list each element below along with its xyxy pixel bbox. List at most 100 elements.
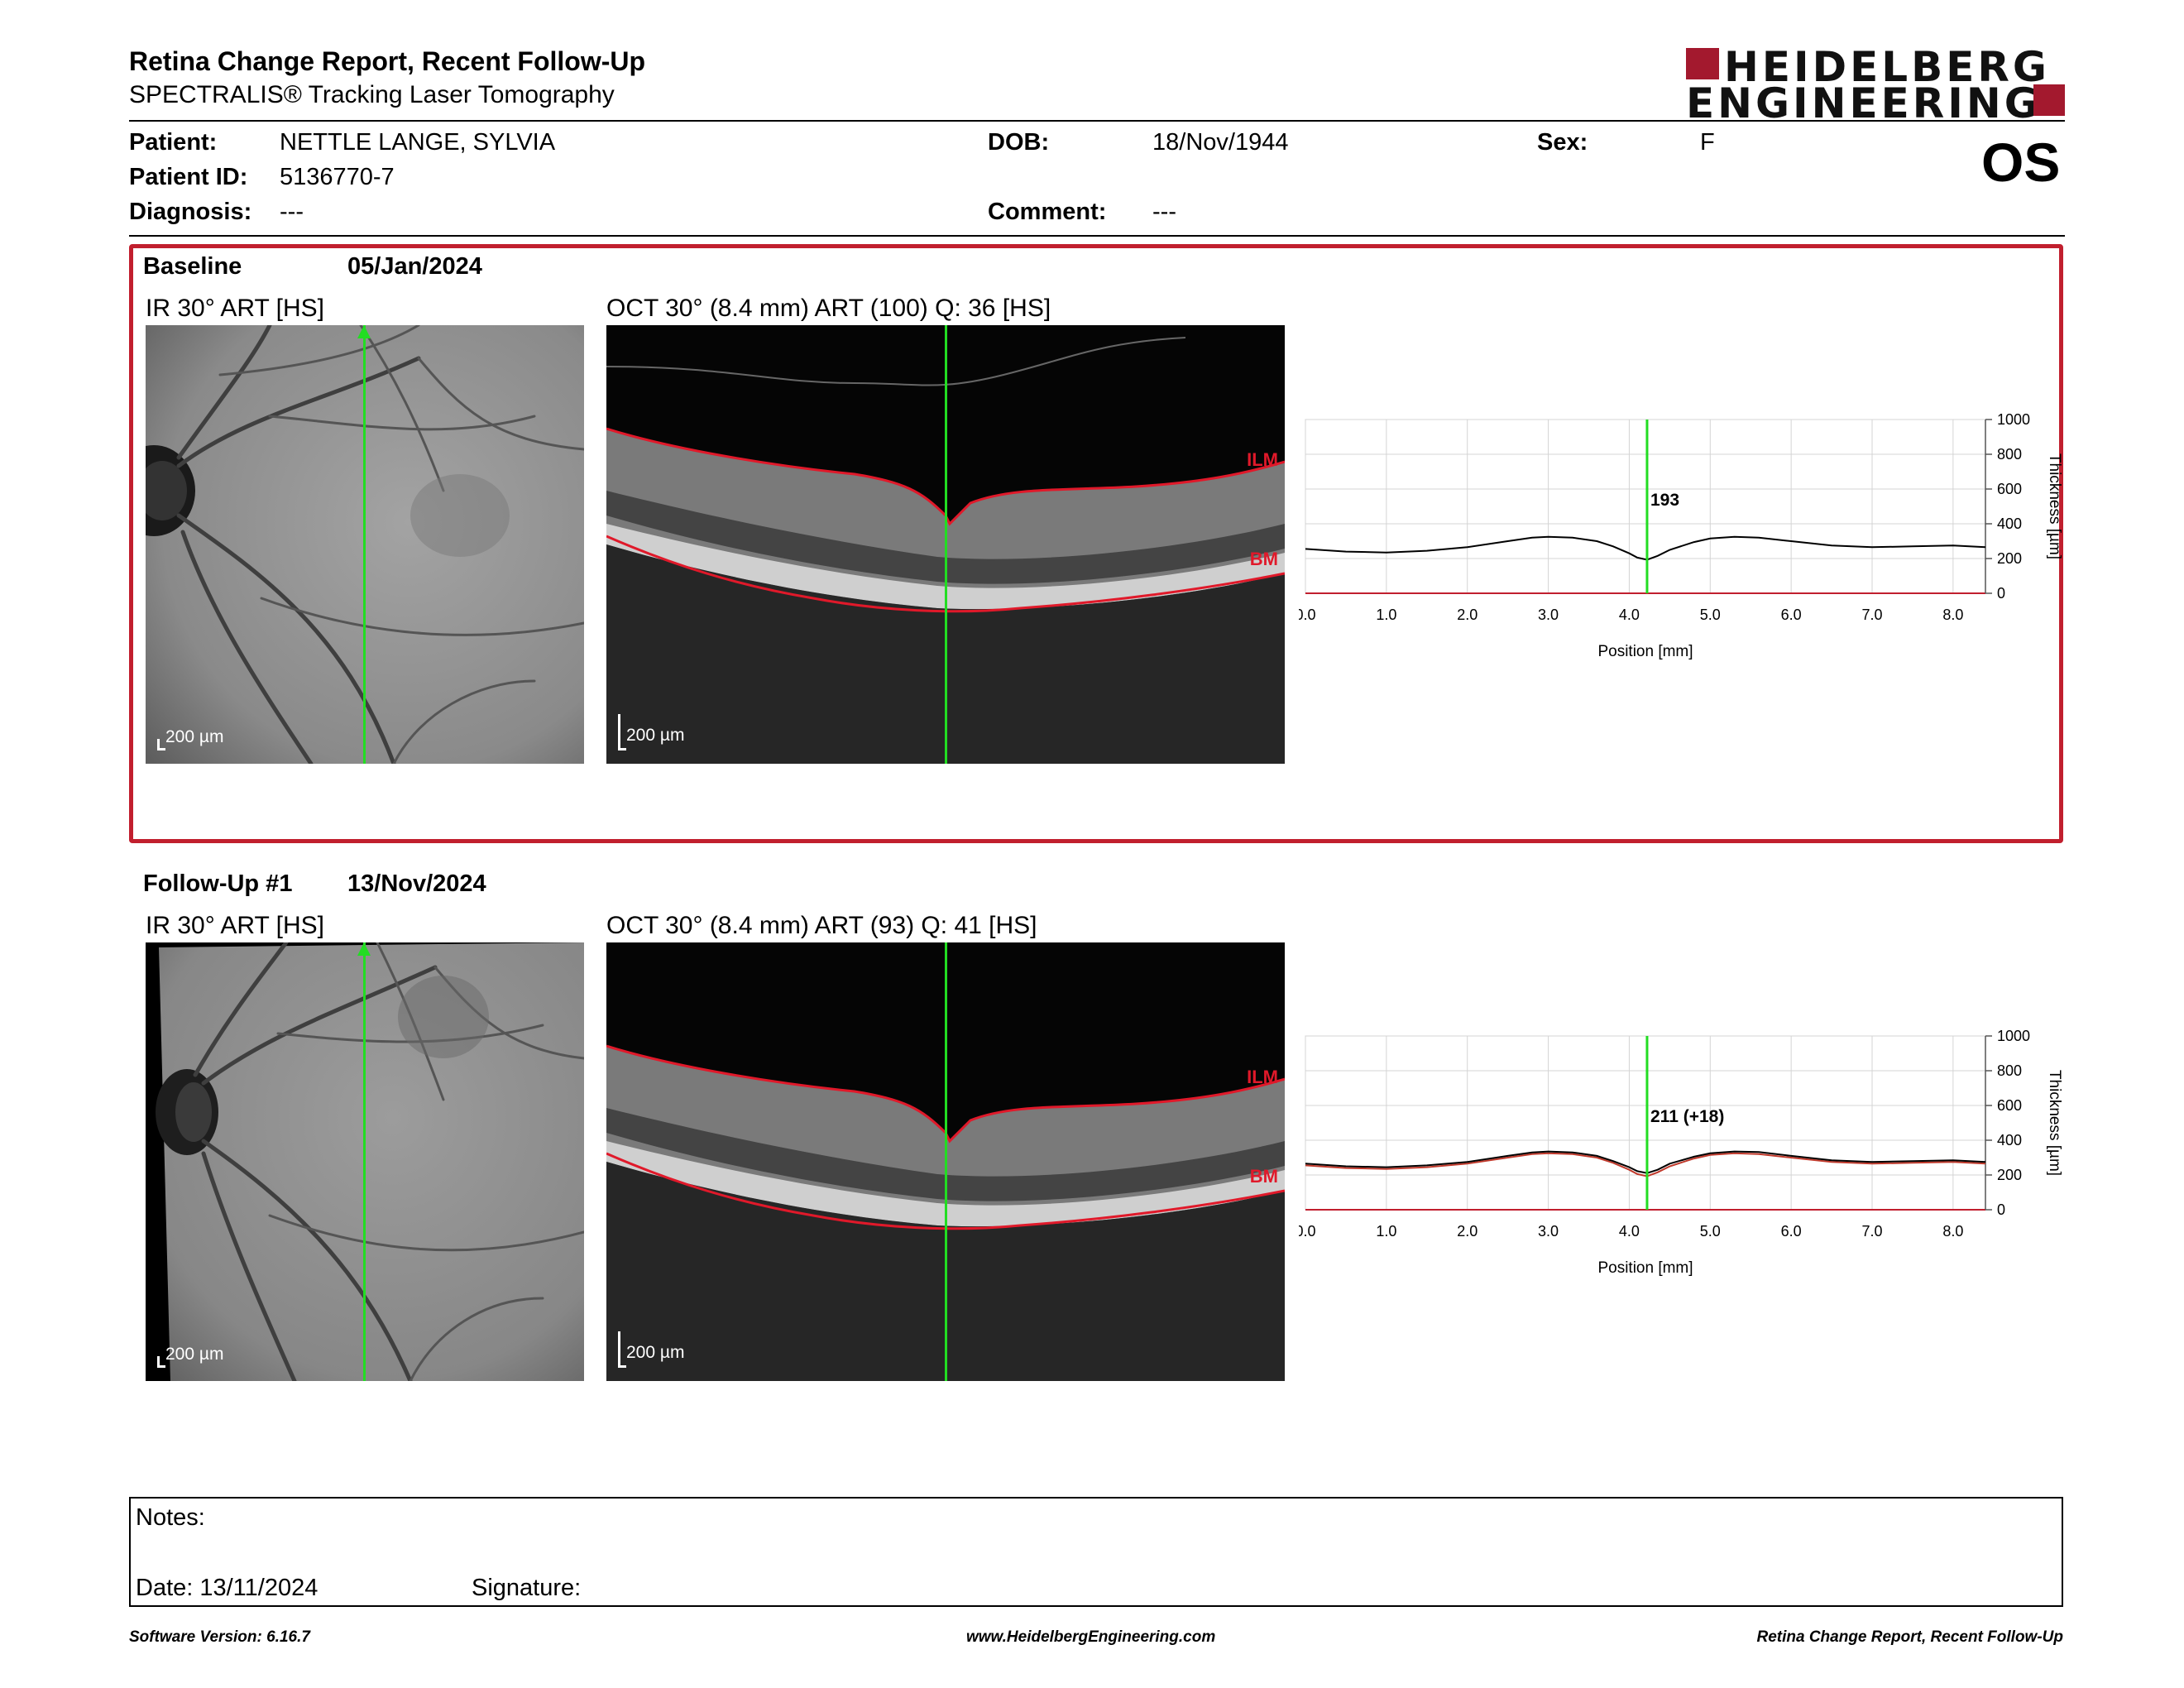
sex-value: F: [1700, 129, 1715, 156]
comment-label: Comment:: [988, 199, 1107, 225]
chart-x-tick-label: 4.0: [1619, 607, 1640, 623]
chart-y-tick-label: 600: [1997, 1097, 2022, 1114]
chart-y-tick-label: 400: [1997, 516, 2022, 532]
oct-scan-marker: [945, 325, 947, 764]
baseline-ir-caption: IR 30° ART [HS]: [146, 295, 324, 322]
patient-rule: [129, 235, 2065, 237]
notes-label: Notes:: [136, 1504, 205, 1531]
chart-y-tick-label: 0: [1997, 1201, 2005, 1218]
baseline-ir-image: 200 µm: [146, 325, 584, 764]
baseline-marker-label: 193: [1650, 491, 1680, 510]
ir-scalebar: [157, 739, 160, 750]
thickness-chart-svg: 0 200 400 600 800 1000 0.0 1.0 2.0 3.0 4.0 5.0 6.0 7.…: [1295, 1028, 2063, 1277]
baseline-label: Baseline: [143, 253, 242, 280]
footer-report: Retina Change Report, Recent Follow-Up: [1756, 1628, 2063, 1646]
baseline-thickness-chart: 0 200 400 600 800 1000 0.0 1.0 2.0 3.0 4.0 5.0 6.0 7.…: [1295, 410, 2068, 683]
patient-id: 5136770-7: [280, 164, 395, 190]
chart-y-label: Thickness [µm]: [2046, 453, 2063, 559]
followup-ir-image: 200 µm: [146, 942, 584, 1381]
baseline-date: 05/Jan/2024: [347, 253, 482, 280]
chart-x-tick-label: 7.0: [1861, 1223, 1882, 1240]
ir-scalebar: [157, 1356, 160, 1368]
ir-scalebar-h: [157, 748, 165, 750]
chart-y-tick-label: 600: [1997, 481, 2022, 497]
chart-y-tick-label: 200: [1997, 550, 2022, 567]
followup-ir-caption: IR 30° ART [HS]: [146, 912, 324, 939]
oct-scalebar-h: [618, 1365, 626, 1368]
brand-logo: HEIDELBERG ENGINEERING: [1686, 43, 2067, 124]
comment-value: ---: [1152, 199, 1176, 225]
chart-x-label: Position [mm]: [1597, 643, 1693, 660]
patient-id-label: Patient ID:: [129, 164, 248, 190]
chart-x-tick-label: 0.0: [1299, 1223, 1316, 1240]
report-subtitle: SPECTRALIS® Tracking Laser Tomography: [129, 81, 615, 108]
chart-y-tick-label: 0: [1997, 585, 2005, 602]
oct-scan-marker: [945, 942, 947, 1381]
baseline-ir-scale: 200 µm: [165, 727, 224, 746]
footer-website[interactable]: www.HeidelbergEngineering.com: [966, 1628, 1216, 1646]
chart-x-label: Position [mm]: [1597, 1259, 1693, 1277]
footer-software: Software Version: 6.16.7: [129, 1628, 310, 1646]
chart-y-tick-label: 800: [1997, 1062, 2022, 1079]
chart-x-tick-label: 1.0: [1376, 607, 1396, 623]
chart-x-tick-label: 5.0: [1700, 607, 1721, 623]
followup-oct-caption: OCT 30° (8.4 mm) ART (93) Q: 41 [HS]: [606, 912, 1037, 939]
chart-x-tick-label: 6.0: [1781, 1223, 1802, 1240]
chart-y-tick-label: 200: [1997, 1167, 2022, 1183]
followup-oct-scale: 200 µm: [626, 1343, 685, 1362]
logo-line-1: HEIDELBERG: [1724, 43, 2050, 91]
chart-x-tick-label: 8.0: [1942, 607, 1963, 623]
report-title: Retina Change Report, Recent Follow-Up: [129, 46, 646, 76]
diagnosis-label: Diagnosis:: [129, 199, 252, 225]
chart-y-tick-label: 800: [1997, 446, 2022, 463]
oct-bm-label: BM: [1249, 549, 1278, 569]
dob-value: 18/Nov/1944: [1152, 129, 1289, 156]
notes-signature[interactable]: Signature:: [472, 1575, 582, 1601]
notes-box: [129, 1497, 2063, 1607]
chart-series-line: [1305, 1150, 1986, 1174]
ir-scan-arrow: [357, 325, 371, 338]
oct-scalebar: [618, 1331, 620, 1368]
chart-x-tick-label: 1.0: [1376, 1223, 1396, 1240]
notes-date: Date: 13/11/2024: [136, 1575, 318, 1601]
chart-x-tick-label: 3.0: [1538, 1223, 1559, 1240]
baseline-panel: [129, 244, 2063, 843]
logo-square-top: [1686, 48, 1719, 79]
chart-y-tick-label: 400: [1997, 1132, 2022, 1149]
chart-plot-area: [1305, 419, 1986, 594]
ir-scan-line: [363, 942, 366, 1381]
oct-ilm-label: ILM: [1247, 449, 1278, 470]
chart-series-line: [1305, 535, 1986, 561]
eye-indicator: OS: [1981, 132, 2061, 193]
diagnosis-value: ---: [280, 199, 304, 225]
oct-scalebar-h: [618, 748, 626, 750]
baseline-oct-image: ILM BM 200 µm: [606, 325, 1285, 764]
chart-y-label: Thickness [µm]: [2046, 1070, 2063, 1176]
chart-x-tick-label: 2.0: [1457, 1223, 1478, 1240]
oct-scalebar: [618, 714, 620, 750]
chart-y-tick-label: 1000: [1997, 1028, 2030, 1044]
ir-scan-arrow: [357, 942, 371, 956]
chart-x-tick-label: 0.0: [1299, 607, 1316, 623]
chart-x-tick-label: 7.0: [1861, 607, 1882, 623]
chart-series-line: [1305, 1152, 1986, 1177]
followup-ir-scale: 200 µm: [165, 1345, 224, 1364]
chart-x-tick-label: 2.0: [1457, 607, 1478, 623]
chart-x-tick-label: 3.0: [1538, 607, 1559, 623]
chart-plot-area: [1305, 1035, 1986, 1211]
fundus-drawing: [156, 942, 584, 1381]
thickness-chart-svg: 0 200 400 600 800 1000 0.0 1.0 2.0 3.0 4.0 5.0 6.0 7.…: [1295, 411, 2063, 660]
followup-marker-label: 211 (+18): [1650, 1107, 1725, 1126]
patient-label: Patient:: [129, 129, 218, 156]
followup-date: 13/Nov/2024: [347, 870, 486, 897]
chart-x-tick-label: 5.0: [1700, 1223, 1721, 1240]
sex-label: Sex:: [1537, 129, 1588, 156]
header-rule: [129, 120, 2065, 122]
chart-x-tick-label: 4.0: [1619, 1223, 1640, 1240]
followup-thickness-chart: 0 200 400 600 800 1000 0.0 1.0 2.0 3.0 4.0 5.0 6.0 7.…: [1295, 1026, 2068, 1299]
logo-square-bottom: [2033, 84, 2065, 116]
chart-x-tick-label: 6.0: [1781, 607, 1802, 623]
oct-ilm-label: ILM: [1247, 1067, 1278, 1087]
chart-x-tick-label: 8.0: [1942, 1223, 1963, 1240]
dob-label: DOB:: [988, 129, 1050, 156]
